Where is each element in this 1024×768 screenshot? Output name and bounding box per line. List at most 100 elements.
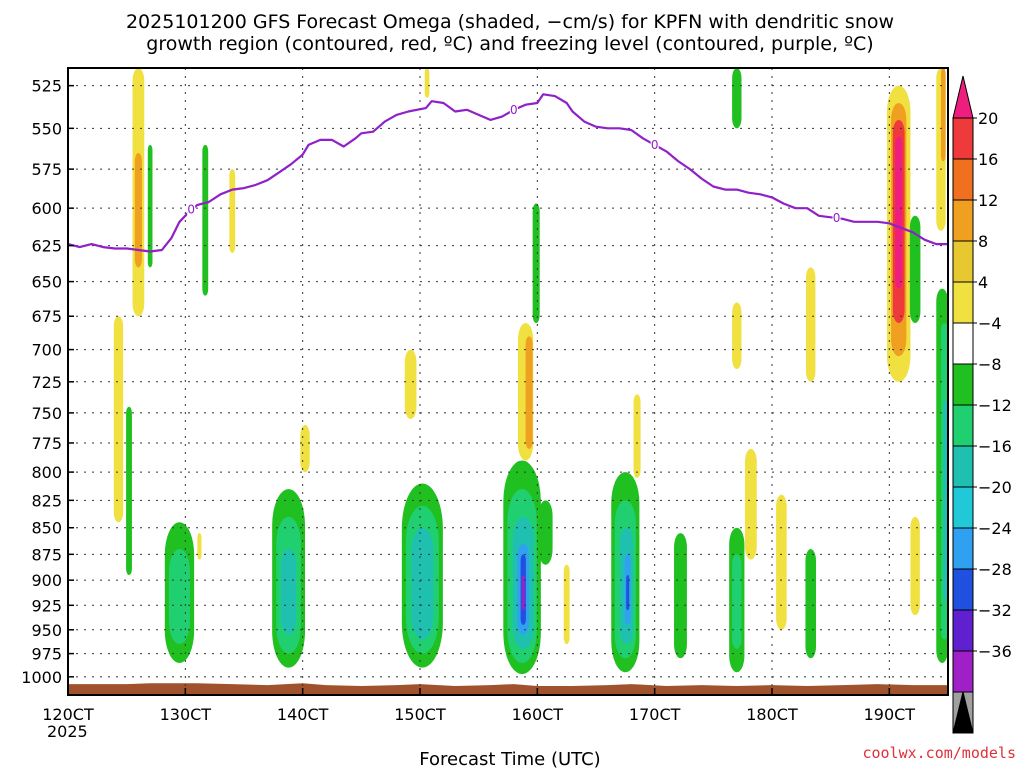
x-tick-label-120: 120CT bbox=[42, 705, 94, 724]
colorbar-label-5: −4 bbox=[978, 314, 1002, 333]
y-tick-label-825: 825 bbox=[31, 491, 62, 510]
x-axis-year-label: 2025 bbox=[47, 722, 88, 741]
credit-label: coolwx.com/models bbox=[862, 744, 1016, 762]
colorbar-label-1: 16 bbox=[978, 150, 998, 169]
omega-region-30 bbox=[633, 394, 641, 478]
colorbar-box-8 bbox=[952, 404, 974, 447]
omega-region-12 bbox=[280, 549, 297, 635]
colorbar-box-11 bbox=[952, 527, 974, 570]
omega-region-4 bbox=[126, 406, 132, 576]
colorbar-box-5 bbox=[952, 281, 974, 324]
omega-region-2 bbox=[134, 153, 142, 268]
x-axis-title: Forecast Time (UTC) bbox=[419, 749, 600, 768]
colorbar-box-4 bbox=[952, 240, 974, 283]
x-tick-label-130: 130CT bbox=[160, 705, 212, 724]
omega-region-39 bbox=[732, 302, 742, 370]
terrain-band bbox=[68, 683, 948, 695]
colorbar: 20 16 12 8 4 −4 −8 −12 −16 −20 −24 −28 −32 −36 bbox=[952, 75, 1012, 734]
chart-title-line-2: growth region (contoured, red, ºC) and f… bbox=[146, 33, 873, 55]
colorbar-box-10 bbox=[952, 486, 974, 529]
omega-region-21 bbox=[532, 203, 540, 323]
freezing-label-bg-2 bbox=[650, 137, 659, 151]
omega-region-51 bbox=[910, 516, 920, 616]
terrain-layer bbox=[68, 683, 948, 695]
omega-region-17 bbox=[411, 527, 434, 640]
colorbar-bottom-arrow bbox=[952, 691, 974, 734]
freezing-label-bg-3 bbox=[832, 211, 841, 225]
colorbar-label-11: −28 bbox=[978, 560, 1012, 579]
colorbar-box-1 bbox=[952, 117, 974, 160]
omega-region-0 bbox=[113, 316, 124, 523]
colorbar-label-10: −24 bbox=[978, 519, 1012, 538]
colorbar-box-6 bbox=[952, 322, 974, 365]
y-tick-label-650: 650 bbox=[31, 273, 62, 292]
omega-region-20 bbox=[525, 336, 533, 449]
y-tick-label-700: 700 bbox=[31, 341, 62, 360]
omega-region-28 bbox=[521, 575, 525, 611]
omega-region-8 bbox=[202, 144, 209, 296]
omega-region-38 bbox=[732, 68, 742, 129]
omega-region-44 bbox=[806, 267, 816, 382]
omega-region-41 bbox=[732, 554, 742, 649]
y-tick-label-625: 625 bbox=[31, 237, 62, 256]
colorbar-label-0: 20 bbox=[978, 109, 998, 128]
x-tick-label-160: 160CT bbox=[512, 705, 564, 724]
omega-region-53 bbox=[940, 68, 946, 162]
omega-region-36 bbox=[626, 575, 630, 611]
omega-region-14 bbox=[404, 349, 417, 419]
y-tick-label-725: 725 bbox=[31, 373, 62, 392]
x-tick-label-150: 150CT bbox=[394, 705, 446, 724]
omega-region-50 bbox=[909, 215, 921, 323]
freezing-level-label-1: 0 bbox=[510, 103, 518, 117]
omega-region-43 bbox=[776, 494, 787, 630]
colorbar-box-2 bbox=[952, 158, 974, 201]
y-tick-label-950: 950 bbox=[31, 621, 62, 640]
colorbar-box-3 bbox=[952, 199, 974, 242]
y-tick-label-900: 900 bbox=[31, 571, 62, 590]
chart-title-line-1: 2025101200 GFS Forecast Omega (shaded, −… bbox=[126, 11, 894, 33]
freezing-label-bg-1 bbox=[509, 102, 518, 116]
y-axis-ticks: 525 550 575 600 625 650 675 700 725 750 775 800 825 8… bbox=[21, 77, 74, 687]
y-tick-label-975: 975 bbox=[31, 645, 62, 664]
y-tick-label-750: 750 bbox=[31, 404, 62, 423]
omega-region-9 bbox=[229, 169, 236, 253]
x-tick-label-180: 180CT bbox=[746, 705, 798, 724]
colorbar-box-9 bbox=[952, 445, 974, 488]
y-tick-label-775: 775 bbox=[31, 434, 62, 453]
colorbar-label-12: −32 bbox=[978, 601, 1012, 620]
omega-region-7 bbox=[197, 533, 202, 560]
y-tick-label-600: 600 bbox=[31, 199, 62, 218]
omega-region-6 bbox=[168, 549, 191, 645]
omega-shading-layer bbox=[113, 68, 948, 675]
omega-region-29 bbox=[563, 564, 570, 645]
y-tick-label-575: 575 bbox=[31, 160, 62, 179]
colorbar-label-4: 4 bbox=[978, 273, 988, 292]
freezing-level-layer: 0 0 0 0 bbox=[67, 93, 948, 253]
y-tick-label-675: 675 bbox=[31, 307, 62, 326]
colorbar-label-6: −8 bbox=[978, 355, 1002, 374]
y-tick-label-1000: 1000 bbox=[21, 668, 62, 687]
freezing-level-label-0: 0 bbox=[187, 203, 195, 217]
y-tick-label-800: 800 bbox=[31, 463, 62, 482]
y-tick-label-850: 850 bbox=[31, 519, 62, 538]
omega-region-22 bbox=[538, 500, 553, 565]
omega-region-37 bbox=[674, 533, 687, 659]
colorbar-label-7: −12 bbox=[978, 396, 1012, 415]
x-tick-label-170: 170CT bbox=[629, 705, 681, 724]
omega-region-3 bbox=[147, 144, 153, 268]
omega-region-18 bbox=[424, 68, 430, 98]
x-tick-label-140: 140CT bbox=[277, 705, 329, 724]
omega-region-49 bbox=[895, 136, 903, 289]
freezing-label-bg-0 bbox=[187, 202, 196, 216]
colorbar-label-3: 8 bbox=[978, 232, 988, 251]
freezing-level-label-2: 0 bbox=[651, 138, 659, 152]
colorbar-label-8: −16 bbox=[978, 437, 1012, 456]
omega-region-45 bbox=[805, 549, 816, 659]
omega-region-13 bbox=[300, 425, 310, 473]
y-tick-label-525: 525 bbox=[31, 77, 62, 96]
y-tick-label-550: 550 bbox=[31, 119, 62, 138]
y-tick-label-875: 875 bbox=[31, 545, 62, 564]
colorbar-box-12 bbox=[952, 568, 974, 611]
freezing-level-line bbox=[67, 93, 948, 253]
